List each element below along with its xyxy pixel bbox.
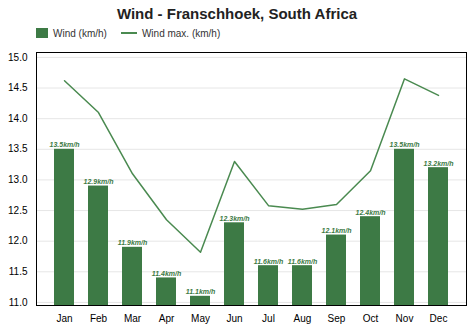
html-text:Wind (km/h): Wind (km/h) xyxy=(53,27,107,39)
svg-text:Aug: Aug xyxy=(294,313,312,324)
svg-text:11.1km/h: 11.1km/h xyxy=(186,288,215,295)
svg-text:Apr: Apr xyxy=(159,313,175,324)
svg-text:13.0: 13.0 xyxy=(8,174,28,185)
svg-text:13.5km/h: 13.5km/h xyxy=(390,141,420,148)
svg-text:Mar: Mar xyxy=(124,313,142,324)
svg-text:15.0: 15.0 xyxy=(8,52,28,63)
svg-text:May: May xyxy=(191,313,210,324)
svg-text:Oct: Oct xyxy=(363,313,379,324)
svg-text:11.6km/h: 11.6km/h xyxy=(254,258,283,265)
svg-text:Dec: Dec xyxy=(430,313,448,324)
svg-text:Jan: Jan xyxy=(56,313,72,324)
svg-text:13.2km/h: 13.2km/h xyxy=(424,160,454,167)
svg-text:Jun: Jun xyxy=(226,313,242,324)
svg-text:12.5: 12.5 xyxy=(8,205,28,216)
svg-text:13.5km/h: 13.5km/h xyxy=(50,141,80,148)
svg-text:14.0: 14.0 xyxy=(8,113,28,124)
svg-text:13.5: 13.5 xyxy=(8,143,28,154)
svg-text:Nov: Nov xyxy=(396,313,414,324)
svg-text:11.0: 11.0 xyxy=(9,297,28,308)
svg-text:11.4km/h: 11.4km/h xyxy=(152,270,181,277)
svg-text:11.9km/h: 11.9km/h xyxy=(118,239,147,246)
svg-text:Jul: Jul xyxy=(262,313,275,324)
svg-text:Sep: Sep xyxy=(328,313,346,324)
svg-text:12.1km/h: 12.1km/h xyxy=(322,227,352,234)
svg-text:14.5: 14.5 xyxy=(8,82,28,93)
svg-text:12.0: 12.0 xyxy=(8,235,28,246)
svg-text:12.9km/h: 12.9km/h xyxy=(84,178,114,185)
svg-text:Feb: Feb xyxy=(90,313,108,324)
html-text:Wind - Franschhoek, South Afri: Wind - Franschhoek, South Africa xyxy=(116,5,358,22)
svg-text:11.6km/h: 11.6km/h xyxy=(288,258,317,265)
svg-text:11.5: 11.5 xyxy=(9,266,28,277)
svg-text:12.3km/h: 12.3km/h xyxy=(220,215,250,222)
svg-text:12.4km/h: 12.4km/h xyxy=(356,209,386,216)
html-text:Wind max. (km/h): Wind max. (km/h) xyxy=(141,27,221,39)
